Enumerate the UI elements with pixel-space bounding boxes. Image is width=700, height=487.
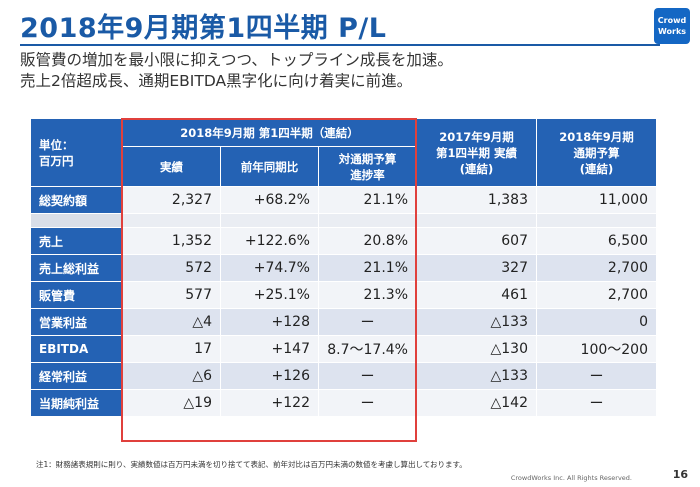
unit-label: 単位： — [39, 137, 74, 152]
cell-prev: 607 — [416, 227, 537, 255]
cell-progress: ー — [318, 362, 417, 390]
cell-actual: 577 — [122, 281, 221, 309]
cell-actual: △4 — [122, 308, 221, 336]
pl-table: 単位： 百万円 2018年9月期 第1四半期（連結） 2017年9月期 第1四半… — [30, 118, 657, 417]
cell-progress: 8.7〜17.4% — [318, 335, 417, 363]
summary-line-1: 販管費の増加を最小限に抑えつつ、トップライン成長を加速。 — [20, 51, 453, 69]
row-label: 販管費 — [30, 281, 123, 309]
cell-actual: 2,327 — [122, 186, 221, 214]
summary-line-2: 売上2倍超成長、通期EBITDA黒字化に向け着実に前進。 — [20, 72, 413, 90]
cell-actual: △6 — [122, 362, 221, 390]
cell-yoy: +25.1% — [220, 281, 319, 309]
cell-prev: △130 — [416, 335, 537, 363]
prev-year-header-line2: 第1四半期 実績 — [435, 145, 517, 160]
cell-yoy: +74.7% — [220, 254, 319, 282]
crowdworks-logo: Crowd Works — [654, 8, 690, 44]
row-label: 売上総利益 — [30, 254, 123, 282]
cell-progress: 21.3% — [318, 281, 417, 309]
row-label: 売上 — [30, 227, 123, 255]
row-label: 営業利益 — [30, 308, 123, 336]
table-row: 営業利益 △4 +128 ー △133 0 — [30, 308, 657, 336]
cell-budget: ー — [536, 362, 657, 390]
logo-text-line2: Works — [657, 27, 687, 36]
progress-header-line2: 進捗率 — [350, 167, 385, 182]
cell-budget: 100〜200 — [536, 335, 657, 363]
budget-header-line3: (連結) — [579, 161, 614, 176]
cell-yoy: +126 — [220, 362, 319, 390]
progress-header-line1: 対通期予算 — [338, 151, 397, 166]
cell-progress: 21.1% — [318, 186, 417, 214]
table-row: 総契約額 2,327 +68.2% 21.1% 1,383 11,000 — [30, 186, 657, 214]
table-row: 当期純利益 △19 +122 ー △142 ー — [30, 389, 657, 417]
page-number: 16 — [672, 468, 688, 481]
full-year-budget-header: 2018年9月期 通期予算 (連結) — [536, 118, 657, 187]
cell-prev: 1,383 — [416, 186, 537, 214]
cell-progress: ー — [318, 308, 417, 336]
table-spacer-row — [30, 213, 657, 228]
row-label: EBITDA — [30, 335, 123, 363]
yoy-col-header: 前年同期比 — [220, 146, 319, 187]
progress-col-header: 対通期予算 進捗率 — [318, 146, 417, 187]
table-row: 販管費 577 +25.1% 21.3% 461 2,700 — [30, 281, 657, 309]
actual-col-header: 実績 — [122, 146, 221, 187]
cell-yoy: +68.2% — [220, 186, 319, 214]
table-row: 売上 1,352 +122.6% 20.8% 607 6,500 — [30, 227, 657, 255]
cell-yoy: +147 — [220, 335, 319, 363]
row-label: 当期純利益 — [30, 389, 123, 417]
row-label: 経常利益 — [30, 362, 123, 390]
table-row: 売上総利益 572 +74.7% 21.1% 327 2,700 — [30, 254, 657, 282]
footnote: 注1：財務諸表規則に則り、実績数値は百万円未満を切り捨てて表記、前年対比は百万円… — [36, 460, 467, 469]
page-title: 2018年9月期第1四半期 P/L — [20, 13, 387, 44]
cell-budget: 11,000 — [536, 186, 657, 214]
cell-budget: 0 — [536, 308, 657, 336]
q1-2018-group-header: 2018年9月期 第1四半期（連結） — [122, 118, 417, 147]
budget-header-line1: 2018年9月期 — [559, 129, 634, 144]
cell-budget: ー — [536, 389, 657, 417]
budget-header-line2: 通期予算 — [573, 145, 620, 160]
unit-label-2: 百万円 — [39, 153, 74, 168]
cell-progress: ー — [318, 389, 417, 417]
title-divider — [20, 44, 660, 46]
prev-year-header: 2017年9月期 第1四半期 実績 (連結) — [416, 118, 537, 187]
prev-year-header-line3: (連結) — [459, 161, 494, 176]
cell-prev: △133 — [416, 308, 537, 336]
cell-actual: 572 — [122, 254, 221, 282]
cell-prev: 461 — [416, 281, 537, 309]
cell-prev: △133 — [416, 362, 537, 390]
table-row: 経常利益 △6 +126 ー △133 ー — [30, 362, 657, 390]
cell-progress: 20.8% — [318, 227, 417, 255]
cell-actual: △19 — [122, 389, 221, 417]
summary-text: 販管費の増加を最小限に抑えつつ、トップライン成長を加速。 売上2倍超成長、通期E… — [20, 50, 660, 92]
cell-budget: 2,700 — [536, 281, 657, 309]
table-row: EBITDA 17 +147 8.7〜17.4% △130 100〜200 — [30, 335, 657, 363]
copyright: CrowdWorks Inc. All Rights Reserved. — [510, 474, 632, 482]
cell-actual: 17 — [122, 335, 221, 363]
cell-actual: 1,352 — [122, 227, 221, 255]
cell-yoy: +122.6% — [220, 227, 319, 255]
row-label: 総契約額 — [30, 186, 123, 214]
prev-year-header-line1: 2017年9月期 — [439, 129, 514, 144]
cell-budget: 6,500 — [536, 227, 657, 255]
cell-budget: 2,700 — [536, 254, 657, 282]
cell-progress: 21.1% — [318, 254, 417, 282]
cell-prev: △142 — [416, 389, 537, 417]
cell-prev: 327 — [416, 254, 537, 282]
logo-text-line1: Crowd — [657, 16, 687, 25]
unit-header-cell: 単位： 百万円 — [30, 118, 123, 187]
cell-yoy: +128 — [220, 308, 319, 336]
cell-yoy: +122 — [220, 389, 319, 417]
